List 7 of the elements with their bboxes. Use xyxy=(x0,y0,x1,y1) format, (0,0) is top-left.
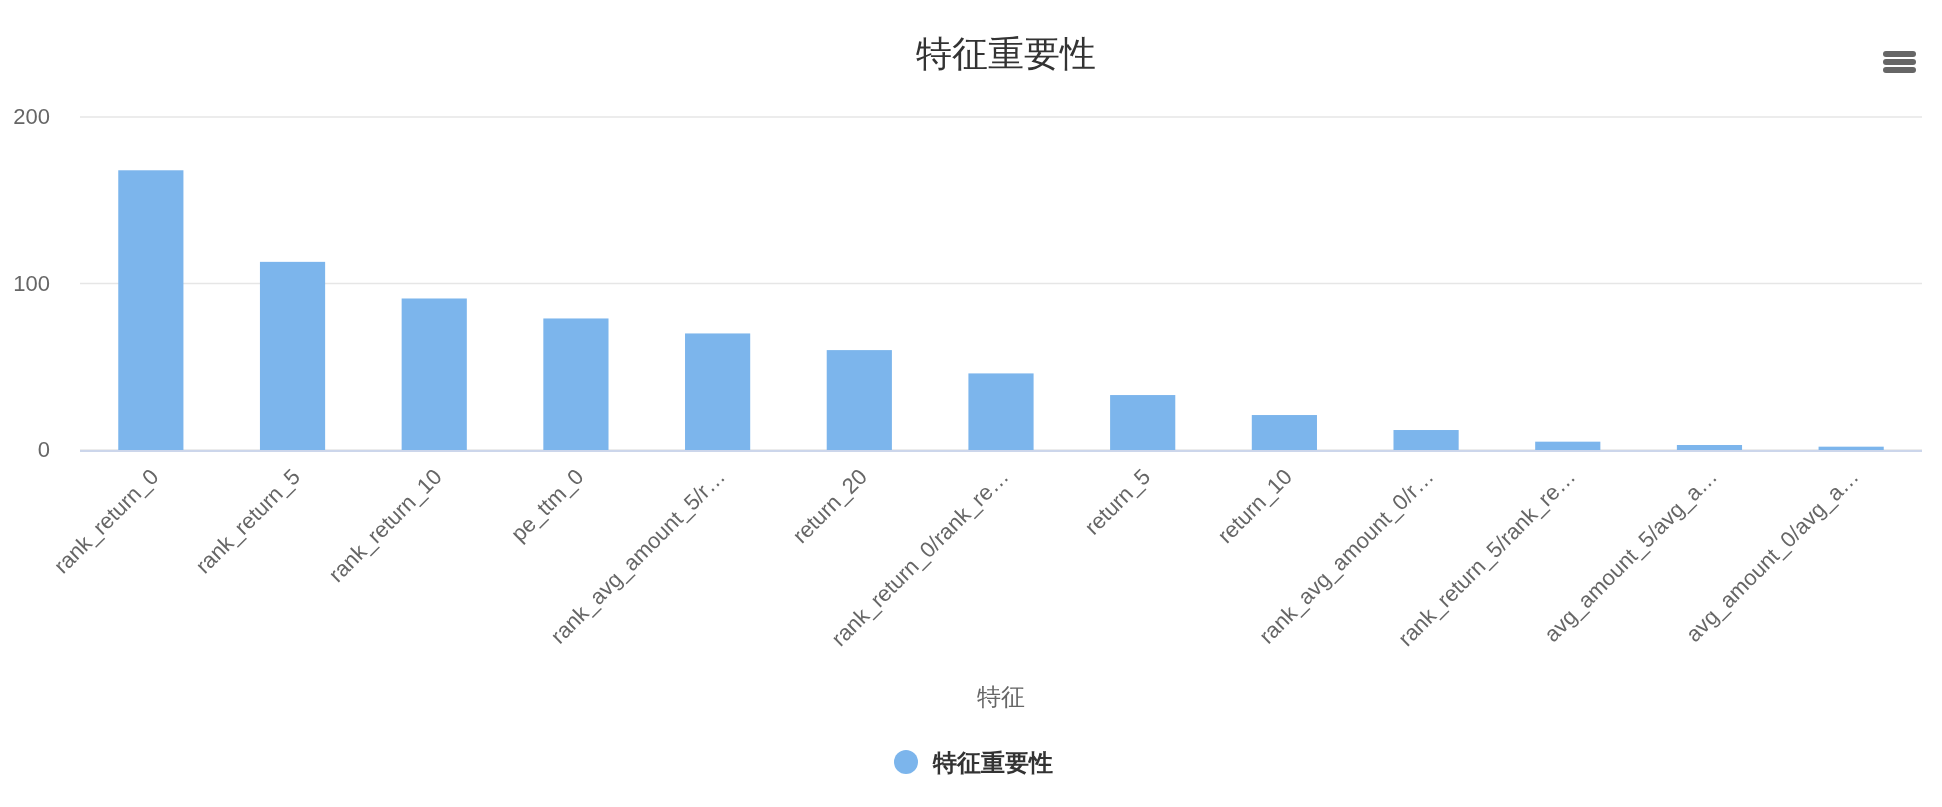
legend-label: 特征重要性 xyxy=(932,749,1053,776)
legend: 特征重要性 xyxy=(894,749,1053,776)
y-tick-label: 200 xyxy=(13,104,50,129)
chart-title: 特征重要性 xyxy=(916,33,1096,74)
y-tick-label: 0 xyxy=(37,437,50,462)
x-axis-title: 特征 xyxy=(977,683,1025,710)
y-tick-label: 100 xyxy=(13,270,50,296)
